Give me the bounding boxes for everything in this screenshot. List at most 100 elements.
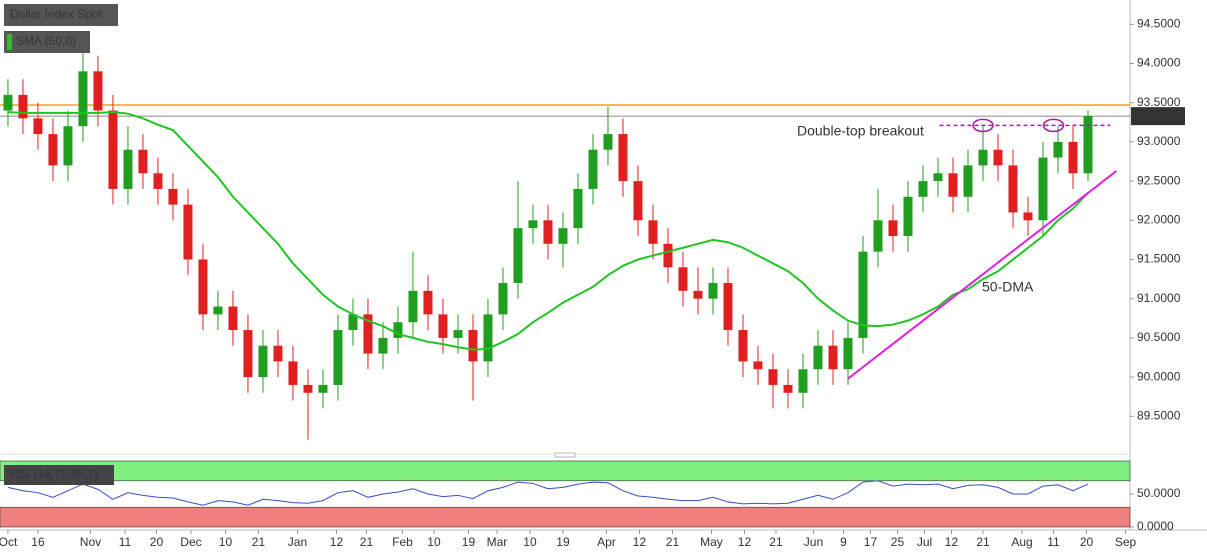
- candle-body: [768, 369, 778, 385]
- candle-body: [498, 283, 508, 315]
- candle-body: [888, 220, 898, 236]
- candle-body: [198, 259, 208, 315]
- candle-body: [183, 204, 193, 260]
- candle-body: [483, 314, 493, 362]
- x-tick-label: 12: [633, 535, 647, 549]
- candle-body: [393, 322, 403, 338]
- x-tick-label: May: [700, 535, 723, 549]
- x-tick-label: 10: [219, 535, 233, 549]
- x-tick-label: 10: [427, 535, 441, 549]
- candle-body: [18, 94, 28, 119]
- x-tick-label: 9: [840, 535, 847, 549]
- x-tick-label: 12: [738, 535, 752, 549]
- x-tick-label: Nov: [80, 535, 101, 549]
- candle-body: [753, 361, 763, 370]
- y-tick-label: 91.5000: [1137, 252, 1181, 266]
- candle-body: [1068, 141, 1078, 174]
- candle-body: [1083, 116, 1093, 174]
- x-tick-label: Oct: [0, 535, 18, 549]
- y-tick-label: 91.0000: [1137, 291, 1181, 305]
- candle-body: [873, 220, 883, 252]
- candle-body: [738, 330, 748, 362]
- candle-body: [348, 314, 358, 331]
- trendline: [847, 170, 1118, 380]
- x-tick-label: Dec: [180, 535, 201, 549]
- candle-body: [633, 181, 643, 221]
- x-tick-label: Jun: [804, 535, 823, 549]
- x-tick-label: 21: [666, 535, 680, 549]
- legend-box: [4, 31, 90, 53]
- x-tick-label: 19: [462, 535, 476, 549]
- x-tick-label: 21: [769, 535, 783, 549]
- overbought-band: [0, 460, 1131, 482]
- x-tick-label: 25: [891, 535, 905, 549]
- x-tick-label: 11: [1047, 535, 1060, 549]
- candle-body: [1053, 141, 1063, 158]
- candle-body: [708, 283, 718, 299]
- x-tick-label: 11: [119, 535, 132, 549]
- x-tick-label: 12: [945, 535, 959, 549]
- candle-body: [93, 71, 103, 111]
- x-tick-label: Feb: [392, 535, 413, 549]
- candle-body: [858, 251, 868, 338]
- candle-body: [798, 369, 808, 393]
- y-tick-label: 94.5000: [1137, 16, 1181, 30]
- title-box: [4, 4, 118, 26]
- top-marker: [1042, 118, 1065, 133]
- candle-body: [108, 110, 118, 189]
- candle-body: [543, 220, 553, 244]
- rsi-y-tick-label: 50.0000: [1137, 486, 1181, 500]
- y-tick-label: 92.0000: [1137, 212, 1181, 226]
- y-tick-label: 89.5000: [1137, 408, 1181, 422]
- candle-body: [573, 188, 583, 229]
- candle-body: [243, 330, 253, 378]
- candle-body: [1038, 157, 1048, 221]
- candle-body: [948, 173, 958, 197]
- x-tick-label: 21: [360, 535, 374, 549]
- rsi-line: [7, 480, 1089, 506]
- candle-body: [213, 306, 223, 315]
- price-badge: [1131, 107, 1185, 126]
- price-badge-label: 93.3287: [1137, 108, 1181, 122]
- candle-body: [618, 134, 628, 182]
- candle-body: [663, 243, 673, 268]
- y-tick-label: 92.5000: [1137, 173, 1181, 187]
- x-tick-label: Sep: [1115, 535, 1137, 549]
- candle-body: [138, 149, 148, 174]
- x-tick-label: 20: [1080, 535, 1094, 549]
- pane-handle[interactable]: [554, 452, 576, 458]
- candle-body: [603, 134, 613, 150]
- candle-body: [288, 361, 298, 385]
- candle-body: [63, 126, 73, 166]
- candle-body: [318, 384, 328, 393]
- x-tick-label: 12: [330, 535, 344, 549]
- top-marker: [972, 118, 994, 133]
- candle-body: [123, 149, 133, 189]
- candle-body: [468, 330, 478, 362]
- candle-body: [828, 345, 838, 370]
- y-tick-label: 93.0000: [1137, 134, 1181, 148]
- candle-body: [558, 228, 568, 244]
- rsi-title: RSI (14,70,30,1): [10, 467, 98, 481]
- sma-line: [7, 111, 1089, 351]
- candle-body: [78, 71, 88, 127]
- annotation: Double-top breakout: [797, 123, 924, 139]
- x-tick-label: 17: [864, 535, 878, 549]
- y-tick-label: 94.0000: [1137, 56, 1181, 70]
- candle-body: [783, 384, 793, 393]
- candle-body: [273, 345, 283, 362]
- candle-body: [423, 290, 433, 315]
- x-tick-label: Aug: [1011, 535, 1032, 549]
- candle-body: [3, 94, 13, 111]
- candle-body: [513, 228, 523, 284]
- oversold-band: [0, 506, 1131, 528]
- candle-body: [903, 196, 913, 236]
- legend-swatch: [7, 34, 12, 50]
- candle-body: [1008, 165, 1018, 213]
- candle-body: [843, 337, 853, 370]
- y-tick-label: 93.5000: [1137, 95, 1181, 109]
- y-tick-label: 90.5000: [1137, 330, 1181, 344]
- x-tick-label: 16: [31, 535, 45, 549]
- chart-title: Dollar Index Spot: [10, 7, 103, 21]
